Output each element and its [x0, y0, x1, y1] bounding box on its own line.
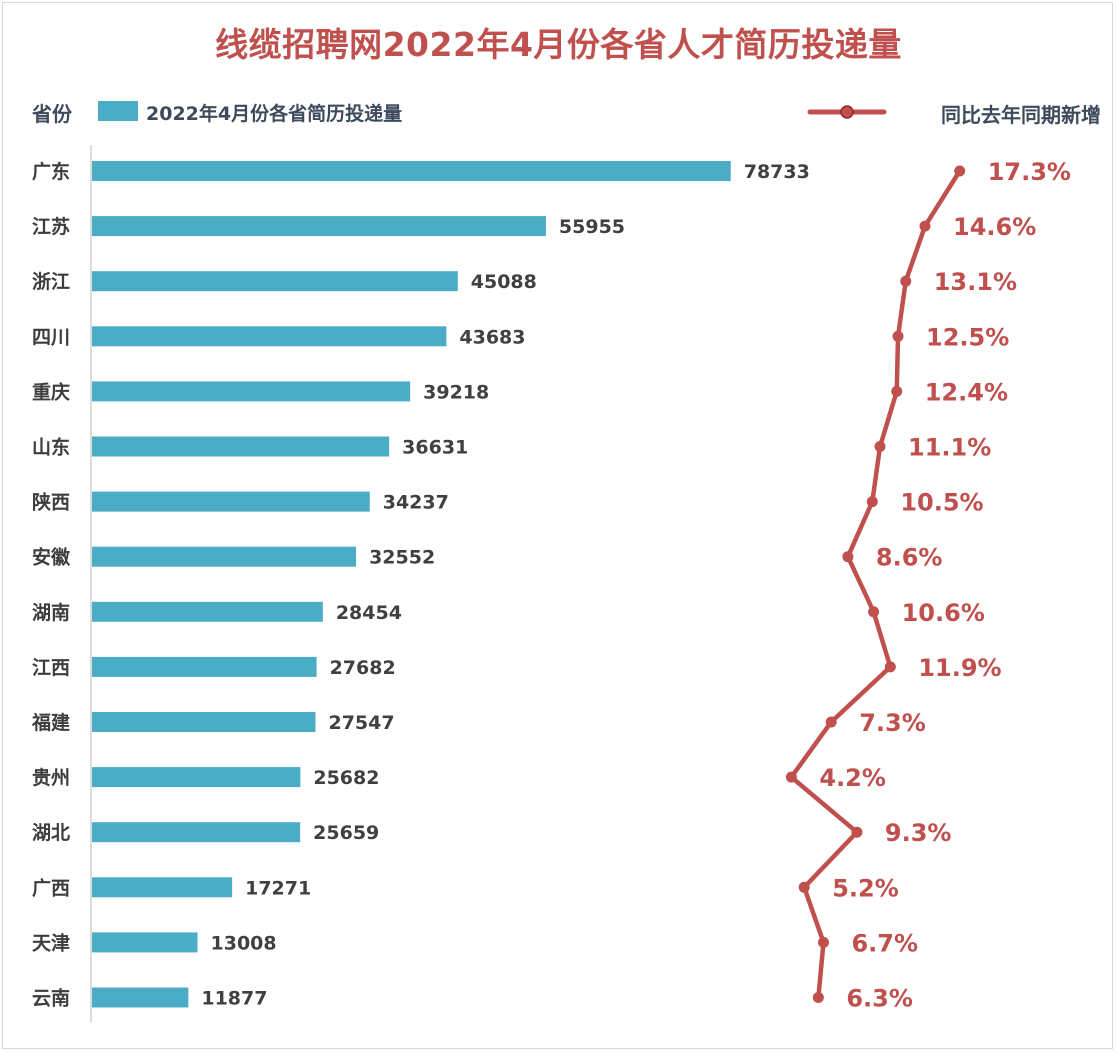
bar-value-label: 11877 — [201, 988, 267, 1010]
category-label: 四川 — [32, 326, 70, 348]
line-point — [892, 330, 904, 342]
category-label: 广西 — [32, 876, 70, 899]
bar — [92, 271, 458, 292]
line-value-label: 11.1% — [908, 434, 991, 462]
line-value-label: 12.5% — [926, 323, 1009, 351]
line-value-label: 14.6% — [953, 213, 1036, 241]
line-point — [851, 826, 863, 838]
category-label: 江苏 — [32, 215, 70, 238]
category-label: 广东 — [32, 160, 70, 183]
line-value-label: 7.3% — [859, 709, 926, 737]
bar-value-label: 13008 — [211, 932, 277, 954]
bar-value-label: 25682 — [313, 767, 379, 789]
bar-value-label: 34237 — [383, 492, 449, 514]
bar — [92, 877, 233, 898]
category-label: 湖南 — [32, 602, 70, 624]
category-label: 浙江 — [32, 270, 70, 293]
bar-value-label: 39218 — [423, 381, 489, 403]
line-value-label: 4.2% — [819, 764, 886, 792]
bar — [92, 436, 390, 457]
category-label: 陕西 — [32, 491, 70, 514]
bar — [92, 712, 316, 732]
bar-value-label: 78733 — [744, 161, 810, 183]
category-label: 安徽 — [32, 546, 71, 569]
bar — [92, 216, 546, 237]
line-value-label: 6.3% — [846, 985, 913, 1013]
bar — [92, 546, 357, 567]
line-point — [954, 165, 966, 177]
bar — [92, 381, 411, 402]
bar — [92, 822, 301, 843]
line-point — [900, 275, 912, 287]
category-label: 天津 — [32, 931, 70, 954]
line-value-label: 6.7% — [851, 929, 918, 957]
line-series — [789, 169, 962, 998]
line-point — [842, 551, 854, 563]
bar — [92, 987, 189, 1008]
line-point — [817, 936, 829, 948]
bar-value-label: 45088 — [471, 271, 537, 293]
category-header: 省份 — [32, 102, 72, 126]
line-value-label: 17.3% — [988, 158, 1071, 186]
legend-line-label: 同比去年同期新增 — [941, 103, 1101, 127]
category-label: 重庆 — [32, 380, 70, 403]
line-value-label: 11.9% — [918, 654, 1001, 682]
line-value-label: 5.2% — [832, 874, 899, 902]
bar — [92, 491, 370, 512]
line-point — [884, 661, 896, 673]
bar — [92, 932, 198, 953]
line-value-label: 8.6% — [876, 544, 943, 572]
line-value-label: 13.1% — [934, 268, 1017, 296]
bar-value-label: 27682 — [330, 657, 396, 679]
bar — [92, 767, 301, 788]
line-point — [785, 771, 797, 783]
category-label: 湖北 — [32, 822, 70, 844]
category-label: 山东 — [32, 436, 70, 459]
line-value-label: 10.6% — [902, 599, 985, 627]
line-point — [874, 441, 886, 452]
bar — [92, 161, 731, 181]
bar-value-label: 27547 — [328, 712, 394, 734]
line-value-label: 10.5% — [900, 489, 983, 517]
bar-value-label: 25659 — [313, 822, 379, 844]
line-point — [919, 220, 931, 232]
bar — [92, 601, 323, 622]
legend-bar-swatch — [98, 101, 138, 121]
category-label: 云南 — [32, 988, 70, 1010]
category-label: 贵州 — [32, 767, 70, 789]
legend-bar-label: 2022年4月份各省简历投递量 — [146, 103, 403, 125]
bar — [92, 326, 447, 347]
line-point — [891, 385, 903, 397]
bar-value-label: 55955 — [559, 216, 625, 238]
line-value-label: 9.3% — [885, 819, 952, 847]
line-point — [866, 496, 878, 508]
line-point — [812, 992, 824, 1003]
bar — [92, 656, 317, 677]
category-label: 福建 — [31, 711, 70, 734]
line-value-label: 12.4% — [925, 378, 1008, 406]
chart-title: 线缆招聘网2022年4月份各省人才简历投递量 — [215, 25, 902, 64]
bar-value-label: 36631 — [402, 437, 468, 459]
bar-value-label: 32552 — [369, 547, 435, 569]
line-point — [825, 716, 837, 728]
line-point — [798, 881, 810, 893]
bar-value-label: 28454 — [336, 602, 402, 624]
bar-value-label: 43683 — [459, 326, 525, 348]
category-label: 江西 — [32, 657, 70, 679]
bar-value-label: 17271 — [245, 877, 311, 899]
line-point — [868, 606, 880, 618]
